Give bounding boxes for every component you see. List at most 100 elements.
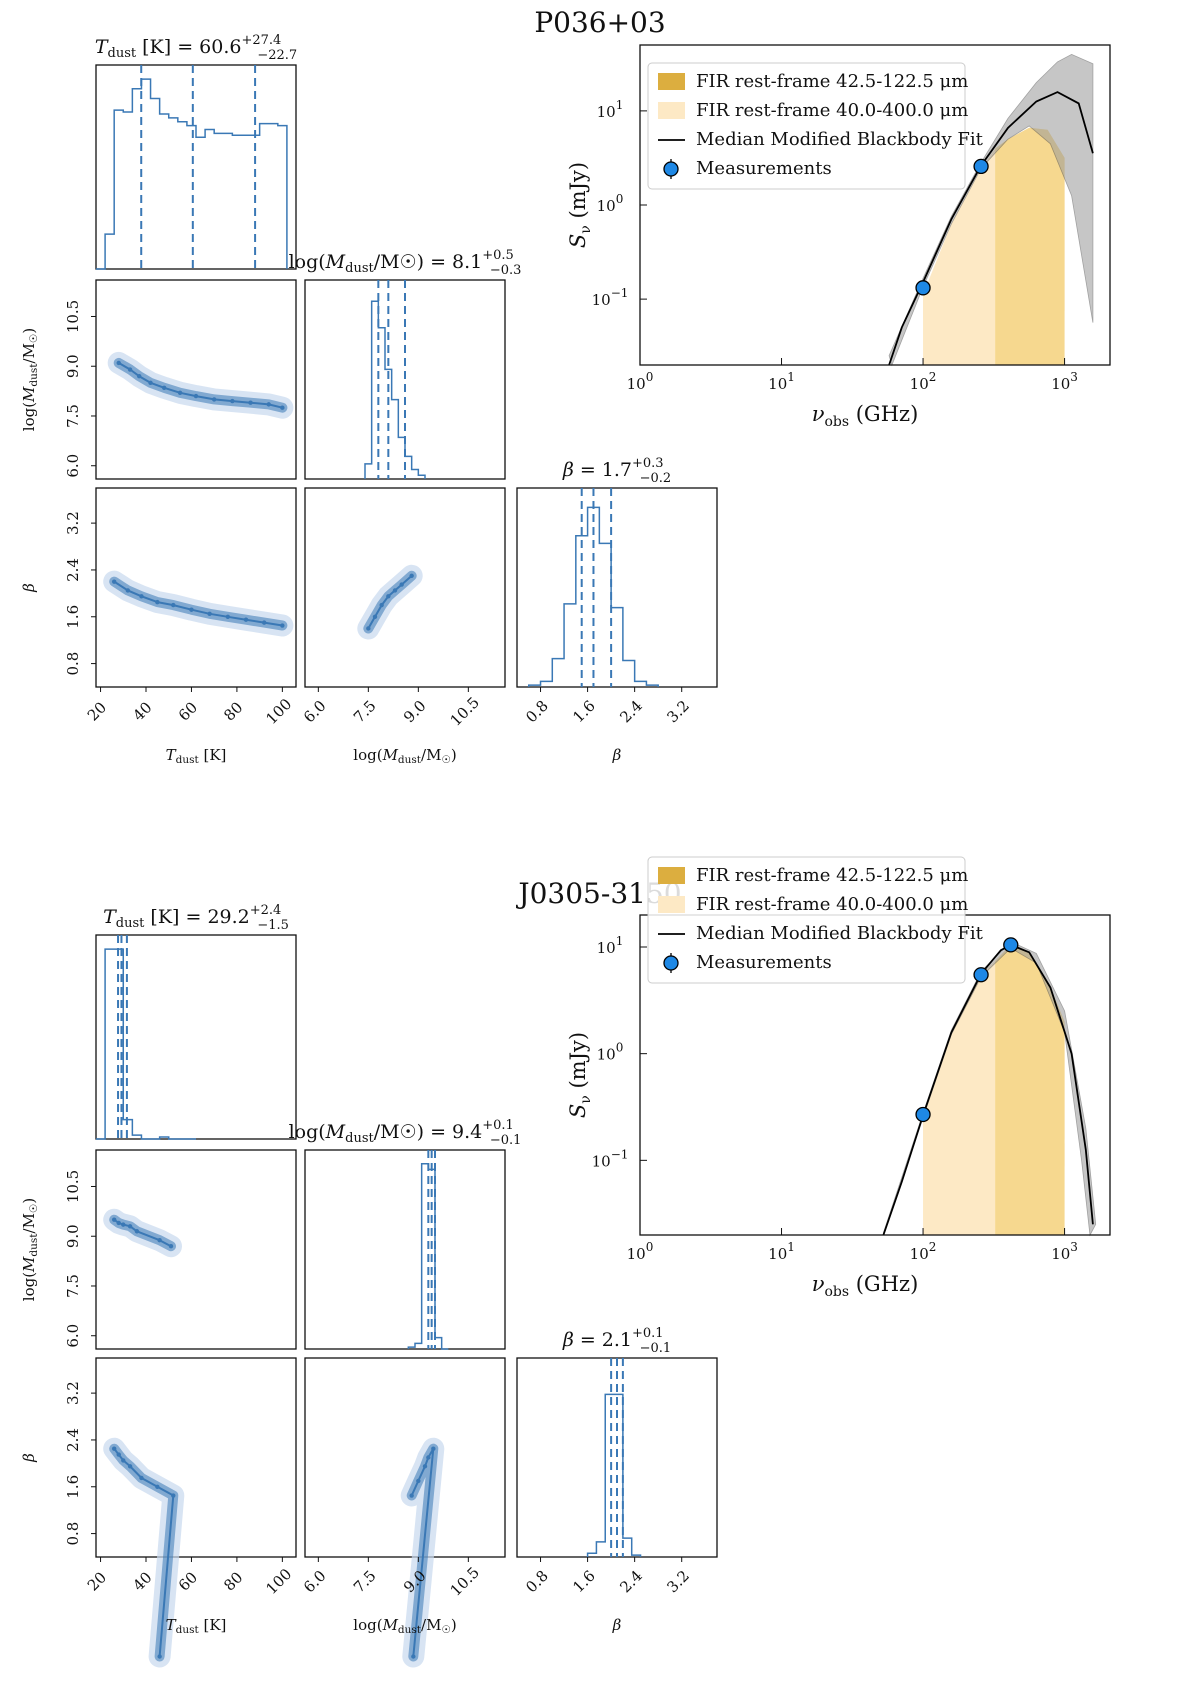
scatter-tdust-mdust-point xyxy=(127,1224,133,1229)
scatter-mdust-beta-point xyxy=(372,614,378,619)
scatter-tdust-beta-point xyxy=(155,1484,160,1489)
legend-swatch-narrow xyxy=(658,73,685,90)
xlabel-tdust-text: Tdust [K] xyxy=(166,1616,227,1636)
legend-box xyxy=(647,856,966,984)
ylabel-beta: β xyxy=(20,583,38,593)
sed-ytick-label: 101 xyxy=(597,98,624,121)
scatter-tdust-beta-point xyxy=(111,579,117,584)
hist-beta-steps xyxy=(586,1393,642,1557)
scatter-tdust-beta-point xyxy=(171,602,176,608)
xlabel-beta: β xyxy=(612,746,622,764)
fir-narrow-band xyxy=(995,944,1065,1235)
ytick-label: 6.0 xyxy=(64,1324,82,1348)
ytick-label: 2.4 xyxy=(64,1428,82,1452)
xlabel-mdust: log(Mdust/M☉) xyxy=(353,1616,456,1636)
legend-swatch-point xyxy=(663,161,679,177)
xlabel-tdust: Tdust [K] xyxy=(166,746,227,766)
legend-label: Measurements xyxy=(696,952,832,973)
xtick-label: 0.8 xyxy=(522,1567,552,1597)
scatter-tdust-beta-point xyxy=(280,623,285,628)
scatter-tdust-beta-point xyxy=(111,1446,117,1451)
measurement-point xyxy=(915,280,931,296)
ytick-label: 9.0 xyxy=(64,354,82,378)
sed-xtick-label: 101 xyxy=(768,1240,795,1263)
sed-xlabel: νobs (GHz) xyxy=(812,1272,919,1300)
ylabel-beta: β xyxy=(20,1453,38,1463)
legend-box xyxy=(647,62,966,190)
ytick-label: 10.5 xyxy=(64,1170,82,1203)
xlabel-mdust: log(Mdust/M☉) xyxy=(353,746,456,766)
xtick-label: 7.5 xyxy=(350,1567,380,1597)
scatter-tdust-beta-point xyxy=(139,594,144,599)
scatter-tdust-beta-point xyxy=(207,611,212,617)
scatter-tdust-beta-point xyxy=(225,614,231,619)
legend-label: FIR rest-frame 40.0-400.0 μm xyxy=(696,100,968,121)
figure-2: Tdust [K] = 29.2+2.4 −1.5 log(Mdust/M☉) = … xyxy=(20,856,1111,1668)
scatter-tdust-mdust-point xyxy=(116,360,121,366)
scatter-tdust-beta-frame xyxy=(95,1357,297,1558)
hist-tdust-header: Tdust [K] = 29.2+2.4 −1.5 xyxy=(103,903,289,933)
measurement-point xyxy=(1003,937,1019,953)
scatter-tdust-mdust-point xyxy=(157,1238,162,1243)
sed-xtick-label: 102 xyxy=(910,1240,937,1263)
ytick-label: 9.0 xyxy=(64,1224,82,1248)
hist-mdust-frame xyxy=(304,1149,506,1350)
xtick-label: 60 xyxy=(175,1568,201,1594)
hist-beta-header: β = 2.1+0.1 −0.1 xyxy=(562,1326,671,1356)
ylabel-mdust: log(Mdust/M☉) xyxy=(20,328,40,431)
scatter-tdust-mdust-point xyxy=(161,385,167,390)
ytick-label: 0.8 xyxy=(64,652,82,676)
legend-label: Median Modified Blackbody Fit xyxy=(696,129,984,150)
xtick-label: 7.5 xyxy=(350,697,380,727)
xtick-label: 80 xyxy=(220,1568,246,1594)
ylabel-beta-text: β xyxy=(20,583,38,593)
xtick-label: 0.8 xyxy=(522,697,552,727)
xtick-label: 10.5 xyxy=(447,693,483,729)
xtick-label: 60 xyxy=(175,698,201,724)
hist-tdust-steps xyxy=(96,78,288,270)
legend-swatch-wide xyxy=(658,896,685,913)
scatter-tdust-beta-point xyxy=(155,599,160,605)
xlabel-beta-text: β xyxy=(612,1616,622,1634)
legend-label: Median Modified Blackbody Fit xyxy=(696,923,984,944)
scatter-tdust-beta-point xyxy=(171,1493,176,1498)
xtick-label: 3.2 xyxy=(663,697,693,727)
xtick-label: 100 xyxy=(262,1565,295,1598)
legend-label: FIR rest-frame 40.0-400.0 μm xyxy=(696,894,968,915)
xtick-label: 3.2 xyxy=(663,1567,693,1597)
scatter-tdust-beta-point xyxy=(261,620,267,625)
xlabel-beta-text: β xyxy=(612,746,622,764)
legend-swatch-narrow xyxy=(658,867,685,884)
scatter-tdust-beta-frame xyxy=(95,487,297,688)
scatter-mdust-beta-point xyxy=(409,1493,414,1498)
xlabel-tdust: Tdust [K] xyxy=(166,1616,227,1636)
scatter-tdust-mdust-point xyxy=(134,1229,140,1234)
ytick-label: 2.4 xyxy=(64,558,82,582)
sed-ylabel: Sν (mJy) xyxy=(566,1032,594,1118)
scatter-tdust-mdust-point xyxy=(168,1243,174,1249)
ytick-label: 10.5 xyxy=(64,300,82,333)
scatter-mdust-beta-point xyxy=(422,1464,428,1469)
fir-narrow-band xyxy=(995,127,1065,365)
hist-mdust-steps xyxy=(364,300,426,479)
sed-xtick-label: 102 xyxy=(910,370,937,393)
scatter-tdust-mdust-point xyxy=(280,405,285,410)
hist-mdust-header: log(Mdust/M☉) = 9.4+0.1 −0.1 xyxy=(289,1118,522,1148)
xtick-label: 20 xyxy=(84,1568,110,1594)
xtick-label: 40 xyxy=(129,698,155,724)
legend-swatch-point xyxy=(663,955,679,971)
scatter-tdust-mdust-point xyxy=(136,373,142,379)
xtick-label: 10.5 xyxy=(447,1563,483,1599)
scatter-mdust-beta-point xyxy=(409,573,414,578)
sed-xtick-label: 100 xyxy=(627,370,654,393)
legend-label: FIR rest-frame 42.5-122.5 μm xyxy=(696,865,968,886)
xtick-label: 6.0 xyxy=(300,697,330,727)
ytick-label: 1.6 xyxy=(64,605,82,629)
scatter-tdust-mdust-point xyxy=(248,400,253,405)
hist-mdust-header: log(Mdust/M☉) = 8.1+0.5 −0.3 xyxy=(289,248,522,278)
scatter-tdust-mdust-frame xyxy=(95,1149,297,1350)
scatter-tdust-beta-point xyxy=(157,1654,162,1659)
scatter-tdust-mdust-point xyxy=(230,398,235,404)
xtick-label: 20 xyxy=(84,698,110,724)
scatter-tdust-mdust-point xyxy=(211,397,217,402)
